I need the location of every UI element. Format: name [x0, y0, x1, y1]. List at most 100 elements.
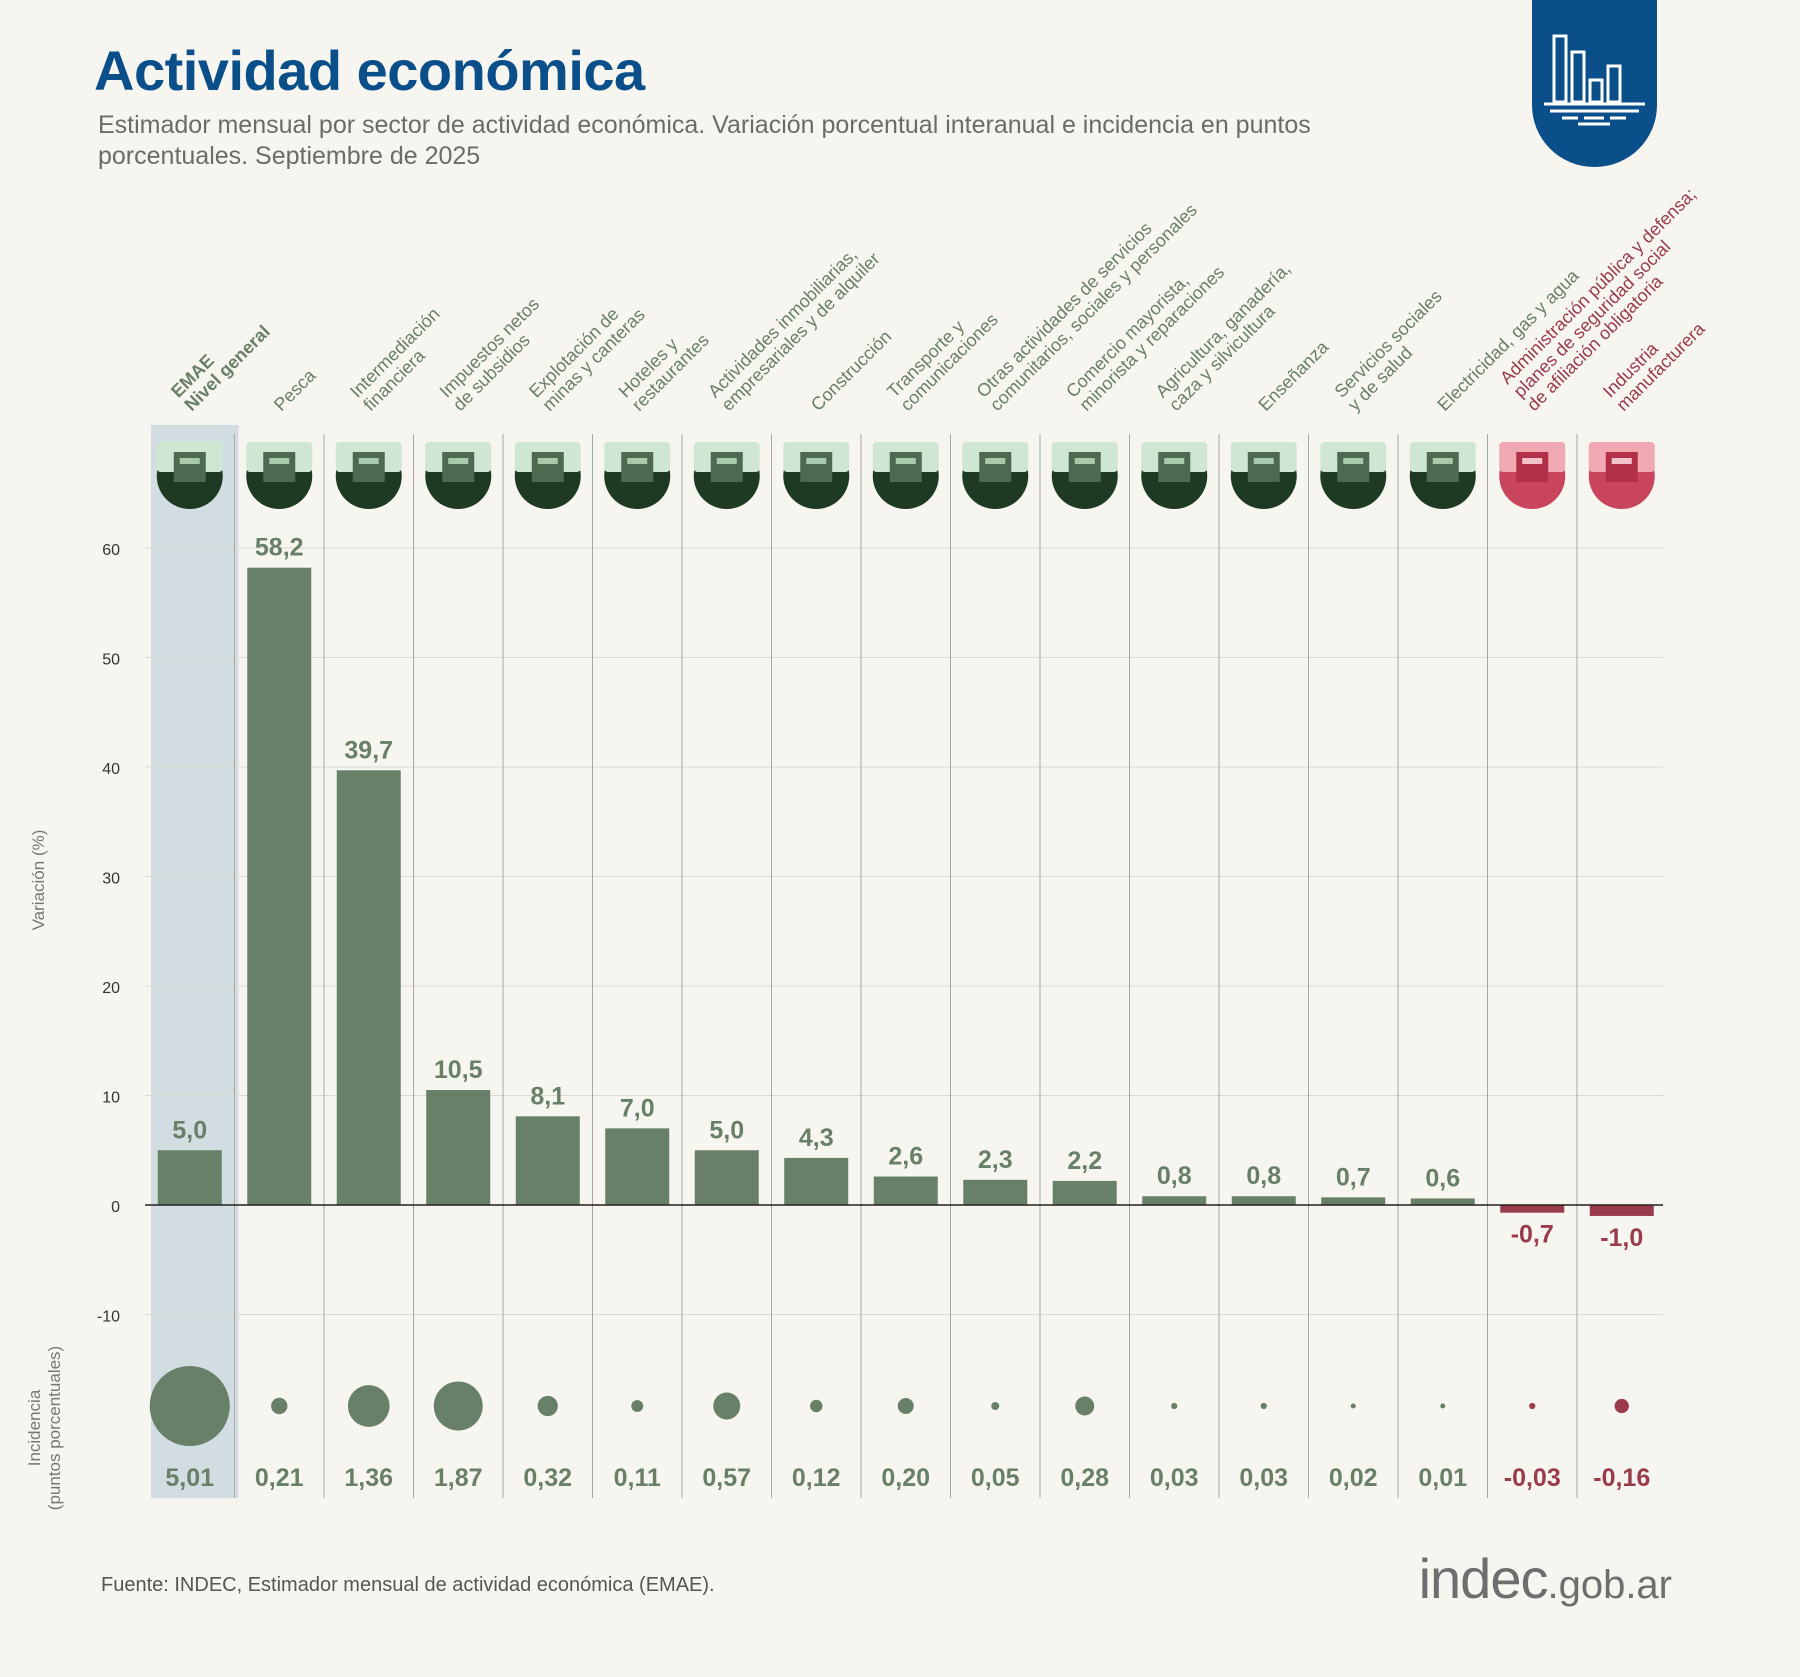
- incidence-bubble: [991, 1402, 1000, 1410]
- incidence-label: 0,32: [523, 1464, 572, 1492]
- incidence-bubble: [1075, 1396, 1095, 1416]
- category-label: EMAENivel general: [167, 308, 274, 415]
- icon-glyph-detail: [269, 458, 290, 464]
- construction-truck-icon: [783, 442, 850, 509]
- bar: [1231, 1196, 1296, 1205]
- brand-logo: indec.gob.ar: [1419, 1546, 1672, 1611]
- category-label-line: Enseñanza: [1254, 336, 1333, 415]
- bank-icon: [335, 442, 402, 509]
- bar-value-label: -1,0: [1600, 1224, 1643, 1252]
- icon-glyph-detail: [806, 458, 827, 464]
- incidence-bubble: [149, 1366, 230, 1446]
- logo-badge: [1532, 0, 1657, 167]
- icon-glyph: [1247, 452, 1280, 482]
- icon-glyph: [263, 452, 296, 482]
- bar: [1321, 1197, 1386, 1205]
- bar: [515, 1116, 580, 1205]
- icon-glyph: [442, 452, 475, 482]
- icon-glyph: [889, 452, 922, 482]
- icon-glyph-detail: [1164, 458, 1185, 464]
- incidence-label: 0,11: [614, 1464, 661, 1492]
- icon-glyph-detail: [895, 458, 916, 464]
- icon-glyph-detail: [179, 458, 200, 464]
- category-label-line: Pesca: [270, 365, 320, 415]
- incidence-bubble: [713, 1392, 741, 1420]
- incidence-label: -0,03: [1504, 1464, 1561, 1492]
- incidence-label: 0,03: [1150, 1464, 1199, 1492]
- bar: [1142, 1196, 1207, 1205]
- bar-value-label: 0,7: [1336, 1163, 1371, 1191]
- source-note: Fuente: INDEC, Estimador mensual de acti…: [101, 1574, 715, 1596]
- incidence-bubble: [1350, 1403, 1356, 1409]
- bar-value-label: 4,3: [799, 1124, 834, 1152]
- incidence-label: 0,02: [1329, 1464, 1378, 1492]
- category-label: Pesca: [270, 365, 320, 415]
- incidence-bubble: [1260, 1402, 1267, 1410]
- category-label-line: empresariales y de alquiler: [717, 249, 883, 415]
- power-tower-icon: [1409, 442, 1476, 509]
- emae-icon: [156, 442, 223, 509]
- gears-icon: [1588, 442, 1655, 509]
- incidence-bubble: [631, 1400, 644, 1412]
- incidence-label: 0,12: [792, 1464, 841, 1492]
- icon-glyph: [1605, 452, 1638, 482]
- medical-kit-icon: [1320, 442, 1387, 509]
- incidence-label: 1,36: [344, 1464, 393, 1492]
- y-tick-label: 30: [102, 871, 120, 888]
- incidence-axis-label-line: (puntos porcentuales): [45, 1346, 64, 1510]
- school-desk-icon: [1230, 442, 1297, 509]
- page-subtitle: Estimador mensual por sector de activida…: [98, 111, 1311, 170]
- bar: [247, 567, 312, 1205]
- incidence-bubble: [347, 1385, 390, 1427]
- government-building-icon: [1499, 442, 1566, 509]
- icon-glyph: [1068, 452, 1101, 482]
- y-tick-label: 10: [102, 1090, 120, 1107]
- icon-glyph: [352, 452, 385, 482]
- icon-glyph-detail: [1432, 458, 1453, 464]
- fishing-icon: [246, 442, 313, 509]
- bar: [426, 1090, 491, 1205]
- bar: [157, 1150, 222, 1205]
- shopping-cart-icon: [1051, 442, 1118, 509]
- incidence-bubble: [433, 1381, 483, 1431]
- bar-value-label: 7,0: [620, 1094, 655, 1122]
- icon-glyph-detail: [358, 458, 379, 464]
- y-tick-label: 60: [102, 542, 120, 559]
- page-title: Actividad económica: [94, 39, 645, 102]
- bar: [336, 770, 401, 1205]
- icon-glyph-detail: [1253, 458, 1274, 464]
- incidence-bubble: [1171, 1402, 1178, 1410]
- incidence-label: 0,20: [881, 1464, 930, 1492]
- icon-glyph: [531, 452, 564, 482]
- bar: [1410, 1198, 1475, 1205]
- icon-glyph: [1426, 452, 1459, 482]
- bar-value-label: 0,8: [1157, 1162, 1192, 1190]
- bar-value-label: 0,8: [1246, 1162, 1281, 1190]
- bar-value-label: 5,0: [709, 1116, 744, 1144]
- category-label: Enseñanza: [1254, 336, 1333, 415]
- brand-name: indec: [1418, 1547, 1549, 1610]
- real-estate-icon: [693, 442, 760, 509]
- bar-value-label: 39,7: [344, 736, 393, 764]
- y-tick-label: 40: [102, 761, 120, 778]
- bar: [694, 1150, 759, 1205]
- bar: [963, 1179, 1028, 1205]
- icon-glyph: [800, 452, 833, 482]
- icon-glyph-detail: [1343, 458, 1364, 464]
- y-axis-label: Variación (%): [29, 830, 48, 931]
- bar-value-label: 2,2: [1067, 1147, 1102, 1175]
- bar: [784, 1157, 849, 1205]
- icon-glyph-detail: [716, 458, 737, 464]
- bar-value-label: 2,3: [978, 1146, 1013, 1174]
- icon-glyph-detail: [627, 458, 648, 464]
- incidence-label: 0,57: [702, 1464, 751, 1492]
- incidence-bubble: [1440, 1403, 1446, 1409]
- incidence-bubble: [1529, 1402, 1536, 1410]
- incidence-axis-label-line: Incidencia: [25, 1389, 44, 1466]
- category-label: Actividades inmobiliarias,empresariales …: [704, 235, 884, 415]
- icon-glyph: [621, 452, 654, 482]
- incidence-label: 0,01: [1418, 1464, 1467, 1492]
- incidence-label: 0,05: [971, 1464, 1020, 1492]
- icon-glyph: [979, 452, 1012, 482]
